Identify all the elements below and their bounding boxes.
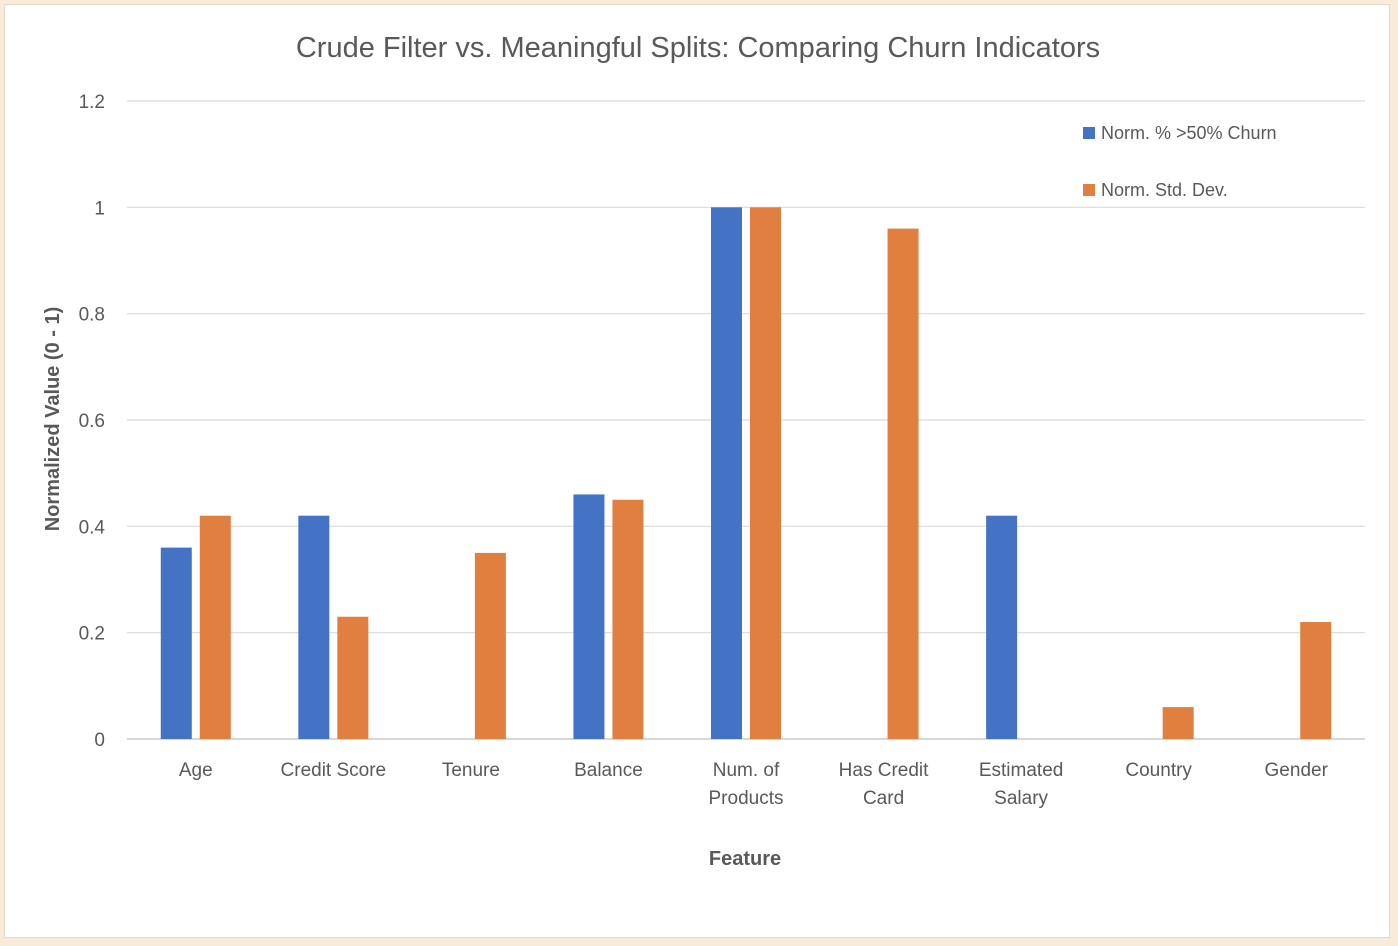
gridlines: [127, 100, 1365, 740]
bar-series-2: [887, 228, 919, 739]
y-tick-label: 1: [94, 198, 105, 219]
y-tick-label: 0.2: [79, 624, 105, 645]
bars: [160, 207, 1332, 740]
x-category-label: Balance: [574, 760, 643, 781]
y-tick-label: 0: [94, 730, 105, 751]
x-category-label: Tenure: [442, 760, 500, 781]
bar-chart: Crude Filter vs. Meaningful Splits: Comp…: [42, 32, 1365, 870]
y-axis-label: Normalized Value (0 - 1): [42, 307, 64, 532]
bar-series-2: [337, 616, 369, 739]
x-axis-label: Feature: [709, 848, 781, 870]
bar-series-2: [1162, 707, 1194, 739]
y-tick-label: 0.4: [79, 517, 106, 538]
bar-series-2: [1300, 622, 1332, 739]
x-category-label: Has Credit Card: [839, 760, 929, 809]
x-category-label: Country: [1125, 760, 1192, 781]
x-category-label: Credit Score: [281, 760, 387, 781]
chart-title: Crude Filter vs. Meaningful Splits: Comp…: [296, 32, 1100, 64]
bar-series-2: [474, 552, 506, 739]
bar-series-2: [199, 515, 231, 739]
bar-series-1: [573, 494, 605, 739]
legend-swatch: [1083, 127, 1095, 139]
bar-series-1: [298, 515, 330, 739]
chart-frame: Crude Filter vs. Meaningful Splits: Comp…: [4, 4, 1390, 938]
legend-swatch: [1083, 184, 1095, 196]
x-category-label: Num. of Products: [709, 760, 784, 809]
y-tick-label: 0.6: [79, 411, 105, 432]
legend-label: Norm. Std. Dev.: [1101, 180, 1228, 200]
legend-label: Norm. % >50% Churn: [1101, 123, 1277, 143]
bar-series-2: [750, 207, 781, 740]
bar-series-1: [160, 547, 192, 739]
y-tick-label: 0.8: [79, 305, 105, 326]
y-tick-label: 1.2: [79, 92, 105, 113]
bar-series-1: [986, 515, 1018, 739]
bar-series-1: [711, 207, 742, 740]
x-category-label: Gender: [1265, 760, 1329, 781]
legend: Norm. % >50% Churn Norm. Std. Dev.: [1083, 123, 1277, 200]
x-axis-categories: Age Credit Score Tenure Balance Num. of Produ…: [179, 760, 1329, 809]
bar-series-2: [612, 499, 644, 739]
x-category-label: Age: [179, 760, 213, 781]
x-category-label: Estimated Salary: [979, 760, 1063, 809]
y-axis-ticks: 0 0.2 0.4 0.6 0.8 1 1.2: [79, 92, 106, 751]
